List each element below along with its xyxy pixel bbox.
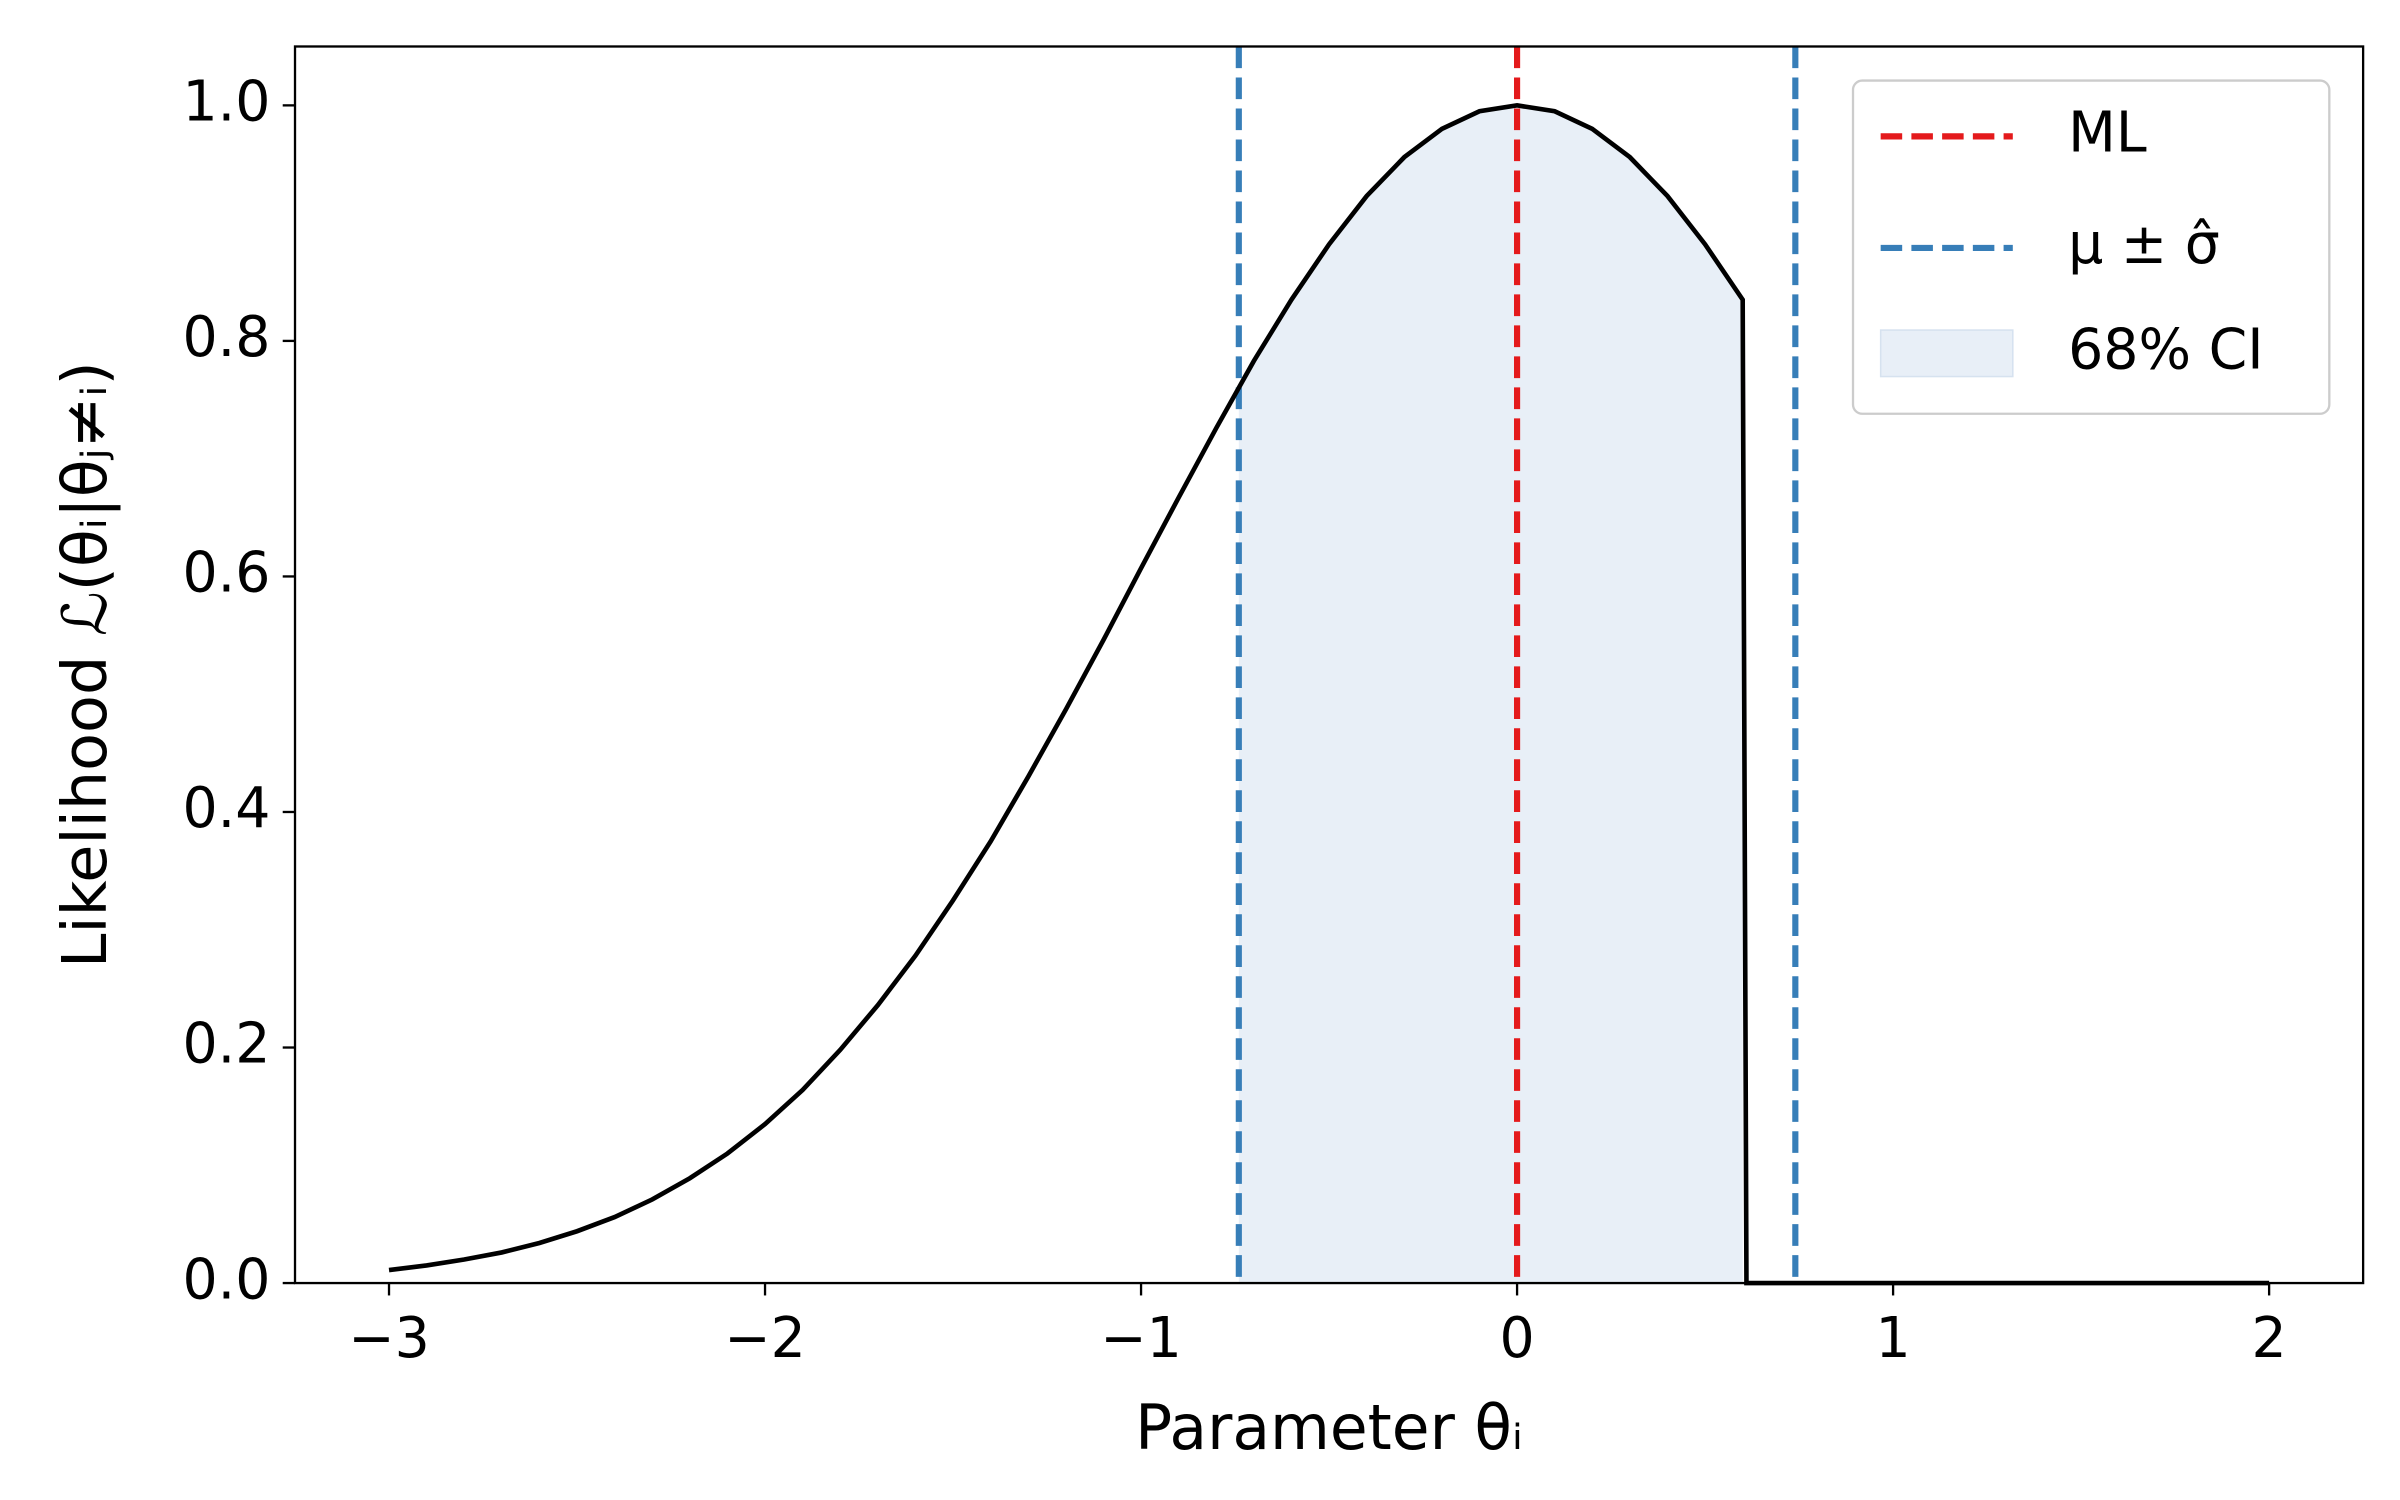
x-tick-label: 1 [1876, 1306, 1911, 1371]
x-tick-label: 0 [1499, 1306, 1534, 1371]
y-tick-label: 0.2 [182, 1012, 270, 1077]
legend-label: μ ± σ̂ [2068, 212, 2220, 277]
likelihood-curve [388, 103, 2270, 1286]
y-tick-label: 0.0 [182, 1247, 270, 1312]
legend-label: 68% CI [2068, 317, 2263, 382]
ci-area [1238, 105, 1743, 1284]
y-tick-label: 1.0 [182, 69, 270, 134]
x-tick-label: 2 [2252, 1306, 2287, 1371]
y-tick-label: 0.4 [182, 776, 270, 841]
legend-label: ML [2068, 100, 2147, 165]
y-tick-label: 0.8 [182, 305, 270, 370]
legend-patch [1879, 329, 2014, 378]
y-tick-label: 0.6 [182, 540, 270, 605]
x-tick-label: −1 [1100, 1306, 1182, 1371]
x-axis-label: Parameter θᵢ [1135, 1392, 1523, 1464]
plot-frame [293, 45, 2365, 1285]
x-tick-label: −2 [724, 1306, 806, 1371]
y-axis-label: Likelihood ℒ(θᵢ|θⱼ≠ᵢ) [49, 361, 122, 968]
x-tick-label: −3 [348, 1306, 430, 1371]
